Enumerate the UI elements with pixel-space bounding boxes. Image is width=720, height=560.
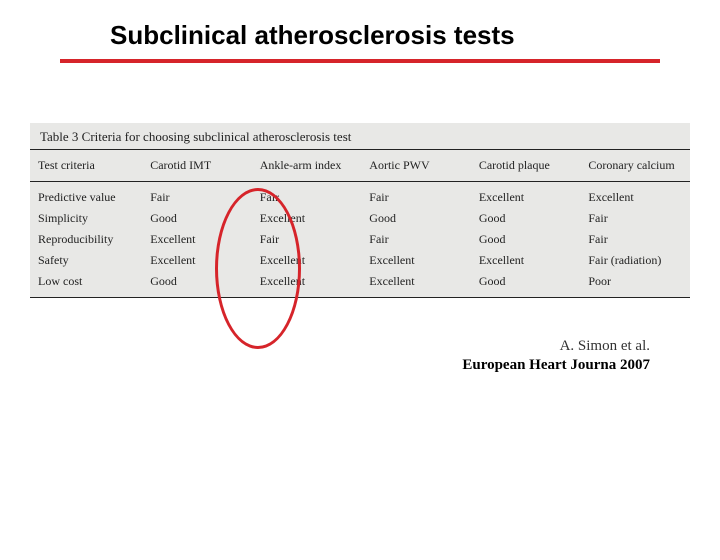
table-cell: Poor — [580, 271, 690, 298]
col-header-criteria: Test criteria — [30, 150, 142, 182]
table-cell: Good — [471, 271, 581, 298]
table-cell: Fair (radiation) — [580, 250, 690, 271]
slide-title: Subclinical atherosclerosis tests — [110, 20, 720, 51]
table-cell: Excellent — [471, 182, 581, 209]
citation-journal: European Heart Journa 2007 — [0, 357, 650, 374]
table-cell: Excellent — [252, 208, 362, 229]
table-row: Predictive valueFairFairFairExcellentExc… — [30, 182, 690, 209]
table-cell: Excellent — [471, 250, 581, 271]
table-cell: Fair — [580, 208, 690, 229]
col-header-carotid-plaque: Carotid plaque — [471, 150, 581, 182]
col-header-carotid-imt: Carotid IMT — [142, 150, 252, 182]
table-cell: Fair — [361, 229, 471, 250]
table-cell: Fair — [580, 229, 690, 250]
table-cell: Low cost — [30, 271, 142, 298]
table-cell: Reproducibility — [30, 229, 142, 250]
col-header-aortic-pwv: Aortic PWV — [361, 150, 471, 182]
table-cell: Good — [471, 229, 581, 250]
table-container: Table 3 Criteria for choosing subclinica… — [30, 123, 690, 298]
table-cell: Good — [361, 208, 471, 229]
table-cell: Simplicity — [30, 208, 142, 229]
table-cell: Fair — [252, 182, 362, 209]
table-cell: Excellent — [142, 250, 252, 271]
table-row: SimplicityGoodExcellentGoodGoodFair — [30, 208, 690, 229]
col-header-coronary-calcium: Coronary calcium — [580, 150, 690, 182]
table-cell: Good — [142, 208, 252, 229]
table-cell: Fair — [142, 182, 252, 209]
table-cell: Excellent — [361, 271, 471, 298]
table-row: SafetyExcellentExcellentExcellentExcelle… — [30, 250, 690, 271]
table-cell: Safety — [30, 250, 142, 271]
table-cell: Excellent — [252, 271, 362, 298]
table-cell: Fair — [361, 182, 471, 209]
table-row: ReproducibilityExcellentFairFairGoodFair — [30, 229, 690, 250]
table-row: Low costGoodExcellentExcellentGoodPoor — [30, 271, 690, 298]
table-cell: Good — [142, 271, 252, 298]
title-underline — [60, 59, 660, 63]
citation-author: A. Simon et al. — [0, 338, 650, 355]
table-cell: Excellent — [580, 182, 690, 209]
col-header-ankle-arm: Ankle-arm index — [252, 150, 362, 182]
table-caption: Table 3 Criteria for choosing subclinica… — [30, 123, 690, 149]
table-cell: Excellent — [142, 229, 252, 250]
table-cell: Predictive value — [30, 182, 142, 209]
table-cell: Good — [471, 208, 581, 229]
table-cell: Excellent — [361, 250, 471, 271]
citation-block: A. Simon et al. European Heart Journa 20… — [0, 338, 650, 374]
table-cell: Excellent — [252, 250, 362, 271]
criteria-table: Test criteria Carotid IMT Ankle-arm inde… — [30, 149, 690, 298]
table-header-row: Test criteria Carotid IMT Ankle-arm inde… — [30, 150, 690, 182]
table-cell: Fair — [252, 229, 362, 250]
